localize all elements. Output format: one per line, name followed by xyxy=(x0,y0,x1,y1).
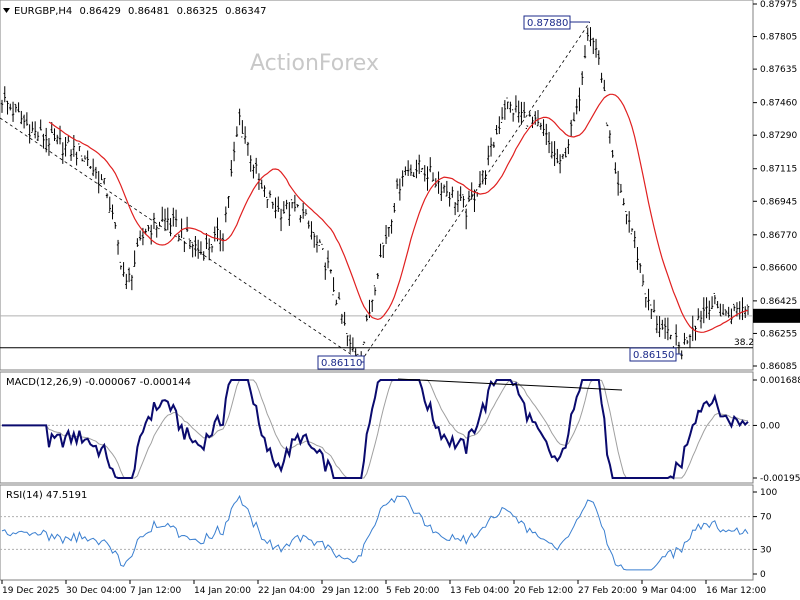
price-tick-label: 0.86425 xyxy=(760,297,797,307)
macd-label: MACD(12,26,9) -0.000067 -0.000144 xyxy=(6,377,191,388)
price-tick-label: 0.86600 xyxy=(760,263,797,273)
date-tick-label: 30 Dec 04:00 xyxy=(66,586,127,596)
price-tick-label: 0.86770 xyxy=(760,231,797,241)
fib-38-label: 38.2 xyxy=(734,338,754,348)
date-tick-label: 22 Jan 04:00 xyxy=(258,586,315,596)
price-tick-label: 0.86085 xyxy=(760,362,797,372)
price-axis: 0.87975 0.87805 0.87635 0.87460 0.87290 0.871… xyxy=(753,0,800,372)
rsi-tick-label: 100 xyxy=(760,488,777,498)
price-gridlines: 38.2 xyxy=(0,315,754,349)
rsi-line xyxy=(1,494,749,571)
rsi-tick-label: 70 xyxy=(760,513,772,523)
price-tick-label: 0.86255 xyxy=(760,329,797,339)
header-close: 0.86347 xyxy=(225,6,266,17)
macd-axis: 0.001688 0.00 -0.001953 xyxy=(753,376,800,484)
date-tick-label: 5 Feb 20:00 xyxy=(386,586,440,596)
price-tick-label: 0.87635 xyxy=(760,65,797,75)
low1-tag-label: 0.86110 xyxy=(321,358,362,369)
price-tick-label: 0.87805 xyxy=(760,33,797,43)
date-tick-label: 29 Jan 12:00 xyxy=(322,586,379,596)
rsi-panel xyxy=(0,484,754,581)
rsi-tick-label: 30 xyxy=(760,545,772,555)
low2-tag-label: 0.86150 xyxy=(633,350,674,361)
date-axis: 19 Dec 2025 30 Dec 04:00 7 Jan 12:00 14 Jan… xyxy=(1,580,766,596)
trendlines xyxy=(0,21,591,362)
watermark: ActionForex xyxy=(250,51,379,76)
date-tick-label: 13 Feb 04:00 xyxy=(450,586,509,596)
last-price-tag-label: 0.86347 xyxy=(760,312,797,322)
rsi-tick-label: 0 xyxy=(760,570,766,580)
price-tick-label: 0.87115 xyxy=(760,165,797,175)
date-tick-label: 14 Jan 20:00 xyxy=(194,586,251,596)
price-tick-label: 0.87290 xyxy=(760,131,797,141)
header-symbol: EURGBP,H4 xyxy=(14,6,72,17)
macd-tick-label: -0.001953 xyxy=(760,474,800,484)
date-tick-label: 7 Jan 12:00 xyxy=(130,586,182,596)
price-bars xyxy=(0,27,750,369)
rsi-axis: 100 70 30 0 xyxy=(753,488,777,580)
price-tick-label: 0.86945 xyxy=(760,197,797,207)
date-tick-label: 9 Mar 04:00 xyxy=(642,586,697,596)
rsi-gridlines xyxy=(0,516,753,550)
date-tick-label: 16 Mar 12:00 xyxy=(706,586,766,596)
price-tick-label: 0.87460 xyxy=(760,99,797,109)
header-ohlc: EURGBP,H4 0.86429 0.86481 0.86325 0.8634… xyxy=(14,6,266,17)
price-tick-label: 0.87975 xyxy=(760,0,797,10)
high-tag-label: 0.87880 xyxy=(527,18,568,29)
zigzag-down-1 xyxy=(0,117,362,362)
date-tick-label: 19 Dec 2025 xyxy=(2,586,60,596)
last-price-tag xyxy=(753,308,800,323)
header-low: 0.86325 xyxy=(177,6,218,17)
header-high: 0.86481 xyxy=(128,6,169,17)
header-open: 0.86429 xyxy=(79,6,120,17)
date-tick-label: 20 Feb 12:00 xyxy=(514,586,573,596)
rsi-label: RSI(14) 47.5191 xyxy=(6,490,87,501)
macd-tick-label: 0.001688 xyxy=(760,376,800,386)
macd-tick-label: 0.00 xyxy=(760,421,780,431)
zigzag-up xyxy=(360,21,591,362)
price-annotations: 0.87880 0.86110 0.86150 xyxy=(317,15,682,370)
moving-average-line xyxy=(48,93,749,333)
macd-line xyxy=(2,379,749,480)
price-panel xyxy=(0,0,754,371)
collapse-triangle-icon[interactable] xyxy=(3,8,10,13)
date-tick-label: 27 Feb 20:00 xyxy=(578,586,637,596)
macd-divergence-trendline xyxy=(397,378,623,391)
